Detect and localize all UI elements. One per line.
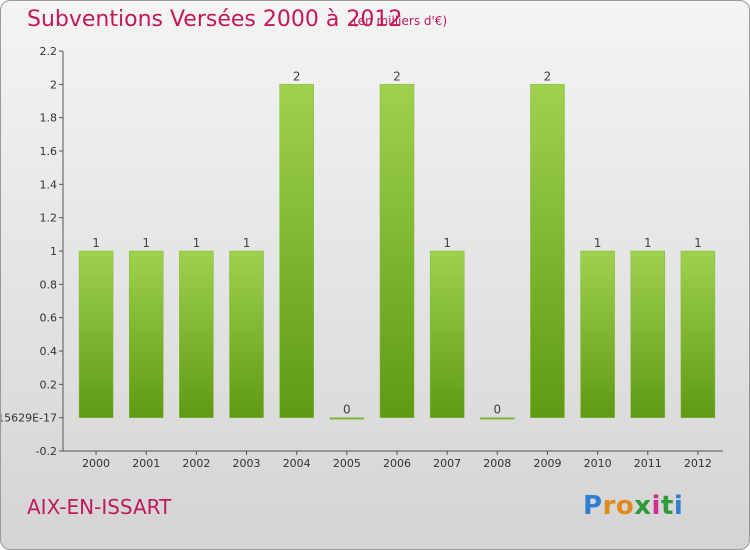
axes (59, 50, 723, 455)
data-label: 0 (493, 403, 501, 417)
bars (78, 84, 716, 420)
y-tick-label: 0.2 (40, 378, 58, 391)
x-tick-label: 2009 (533, 457, 561, 470)
x-tick-label: 2010 (584, 457, 612, 470)
y-tick-label: -1.15629E-17 (1, 412, 57, 425)
logo-letter: o (615, 491, 635, 521)
proxiti-logo: Proxiti (583, 491, 683, 521)
x-tick-label: 2008 (483, 457, 511, 470)
bar (78, 250, 114, 418)
data-label: 1 (644, 236, 652, 250)
data-label: 1 (443, 236, 451, 250)
y-tick-label: 1.4 (40, 178, 58, 191)
y-tick-label: 1 (50, 245, 57, 258)
bar (530, 84, 565, 418)
bar (429, 250, 465, 418)
y-tick-label: 1.2 (40, 212, 58, 225)
bar (179, 250, 214, 418)
data-label: 0 (343, 403, 351, 417)
data-label: 1 (243, 236, 251, 250)
data-label: 1 (142, 236, 150, 250)
data-label: 1 (92, 236, 100, 250)
logo-letter: t (660, 491, 674, 521)
x-tick-label: 2004 (283, 457, 311, 470)
bar (329, 417, 365, 420)
bar (680, 250, 716, 418)
x-tick-label: 2006 (383, 457, 411, 470)
x-tick-label: 2002 (182, 457, 210, 470)
logo-letter: i (673, 491, 684, 521)
logo-letter: i (651, 491, 661, 521)
x-tick-label: 2005 (333, 457, 361, 470)
x-tick-label: 2001 (132, 457, 160, 470)
y-tick-label: 1.8 (40, 112, 58, 125)
y-tick-label: -0.2 (36, 445, 57, 458)
y-tick-label: 2 (50, 78, 57, 91)
data-label: 2 (544, 69, 552, 83)
x-tick-label: 2007 (433, 457, 461, 470)
data-label: 2 (393, 69, 401, 83)
bar (480, 417, 515, 420)
y-tick-label: 1.6 (40, 145, 58, 158)
data-label: 1 (594, 236, 602, 250)
data-label: 1 (193, 236, 201, 250)
unit-label: (en milliers d'€) (353, 14, 448, 28)
chart-title: Subventions Versées 2000 à 2012 (27, 7, 403, 32)
x-tick-label: 2000 (82, 457, 110, 470)
data-label: 1 (694, 236, 702, 250)
x-tick-label: 2011 (634, 457, 662, 470)
bar (630, 250, 666, 418)
bar (279, 84, 314, 418)
tick-labels: -0.2 -1.15629E-17 0.2 0.4 0.6 0.8 1 1.2 1.4 1.6 1.… (1, 45, 712, 470)
x-tick-label: 2003 (233, 457, 261, 470)
y-tick-label: 0.4 (40, 345, 58, 358)
logo-letter: P (583, 491, 603, 521)
commune-name: AIX-EN-ISSART (27, 495, 172, 519)
y-tick-label: 2.2 (40, 45, 58, 58)
bar (379, 84, 415, 418)
bar (229, 250, 264, 418)
y-tick-label: 0.8 (40, 278, 58, 291)
bar (128, 250, 164, 418)
data-labels: 1 1 1 1 2 0 2 1 0 2 1 1 1 (92, 69, 701, 416)
logo-letter: r (602, 491, 616, 521)
y-tick-label: 0.6 (40, 312, 58, 325)
data-label: 2 (293, 69, 301, 83)
logo-letter: x (634, 491, 652, 521)
bar (580, 250, 615, 418)
x-tick-label: 2012 (684, 457, 712, 470)
